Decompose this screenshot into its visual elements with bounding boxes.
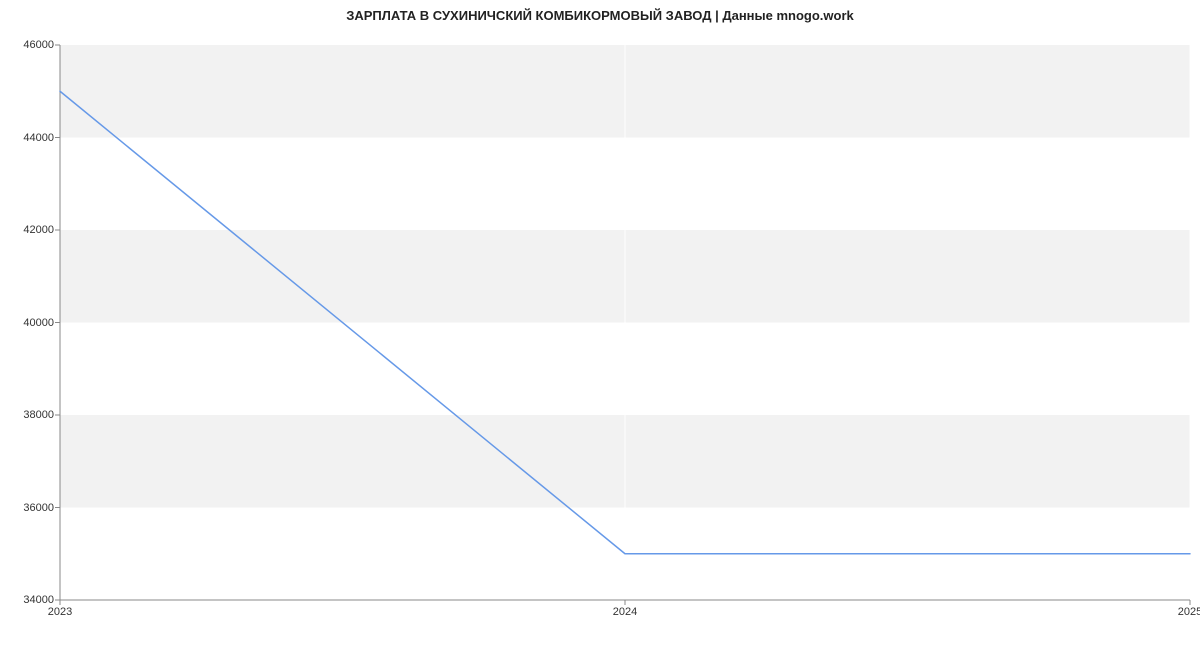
y-tick-label: 36000 [4, 502, 54, 514]
chart-title: ЗАРПЛАТА В СУХИНИЧСКИЙ КОМБИКОРМОВЫЙ ЗАВ… [0, 8, 1200, 23]
x-tick-label: 2023 [48, 606, 72, 618]
y-tick-label: 38000 [4, 409, 54, 421]
x-tick-label: 2025 [1178, 606, 1200, 618]
y-tick-label: 42000 [4, 224, 54, 236]
y-tick-label: 44000 [4, 132, 54, 144]
x-tick-label: 2024 [613, 606, 637, 618]
chart-plot [0, 0, 1200, 650]
y-tick-label: 40000 [4, 317, 54, 329]
y-tick-label: 46000 [4, 39, 54, 51]
salary-chart: ЗАРПЛАТА В СУХИНИЧСКИЙ КОМБИКОРМОВЫЙ ЗАВ… [0, 0, 1200, 650]
y-tick-label: 34000 [4, 594, 54, 606]
